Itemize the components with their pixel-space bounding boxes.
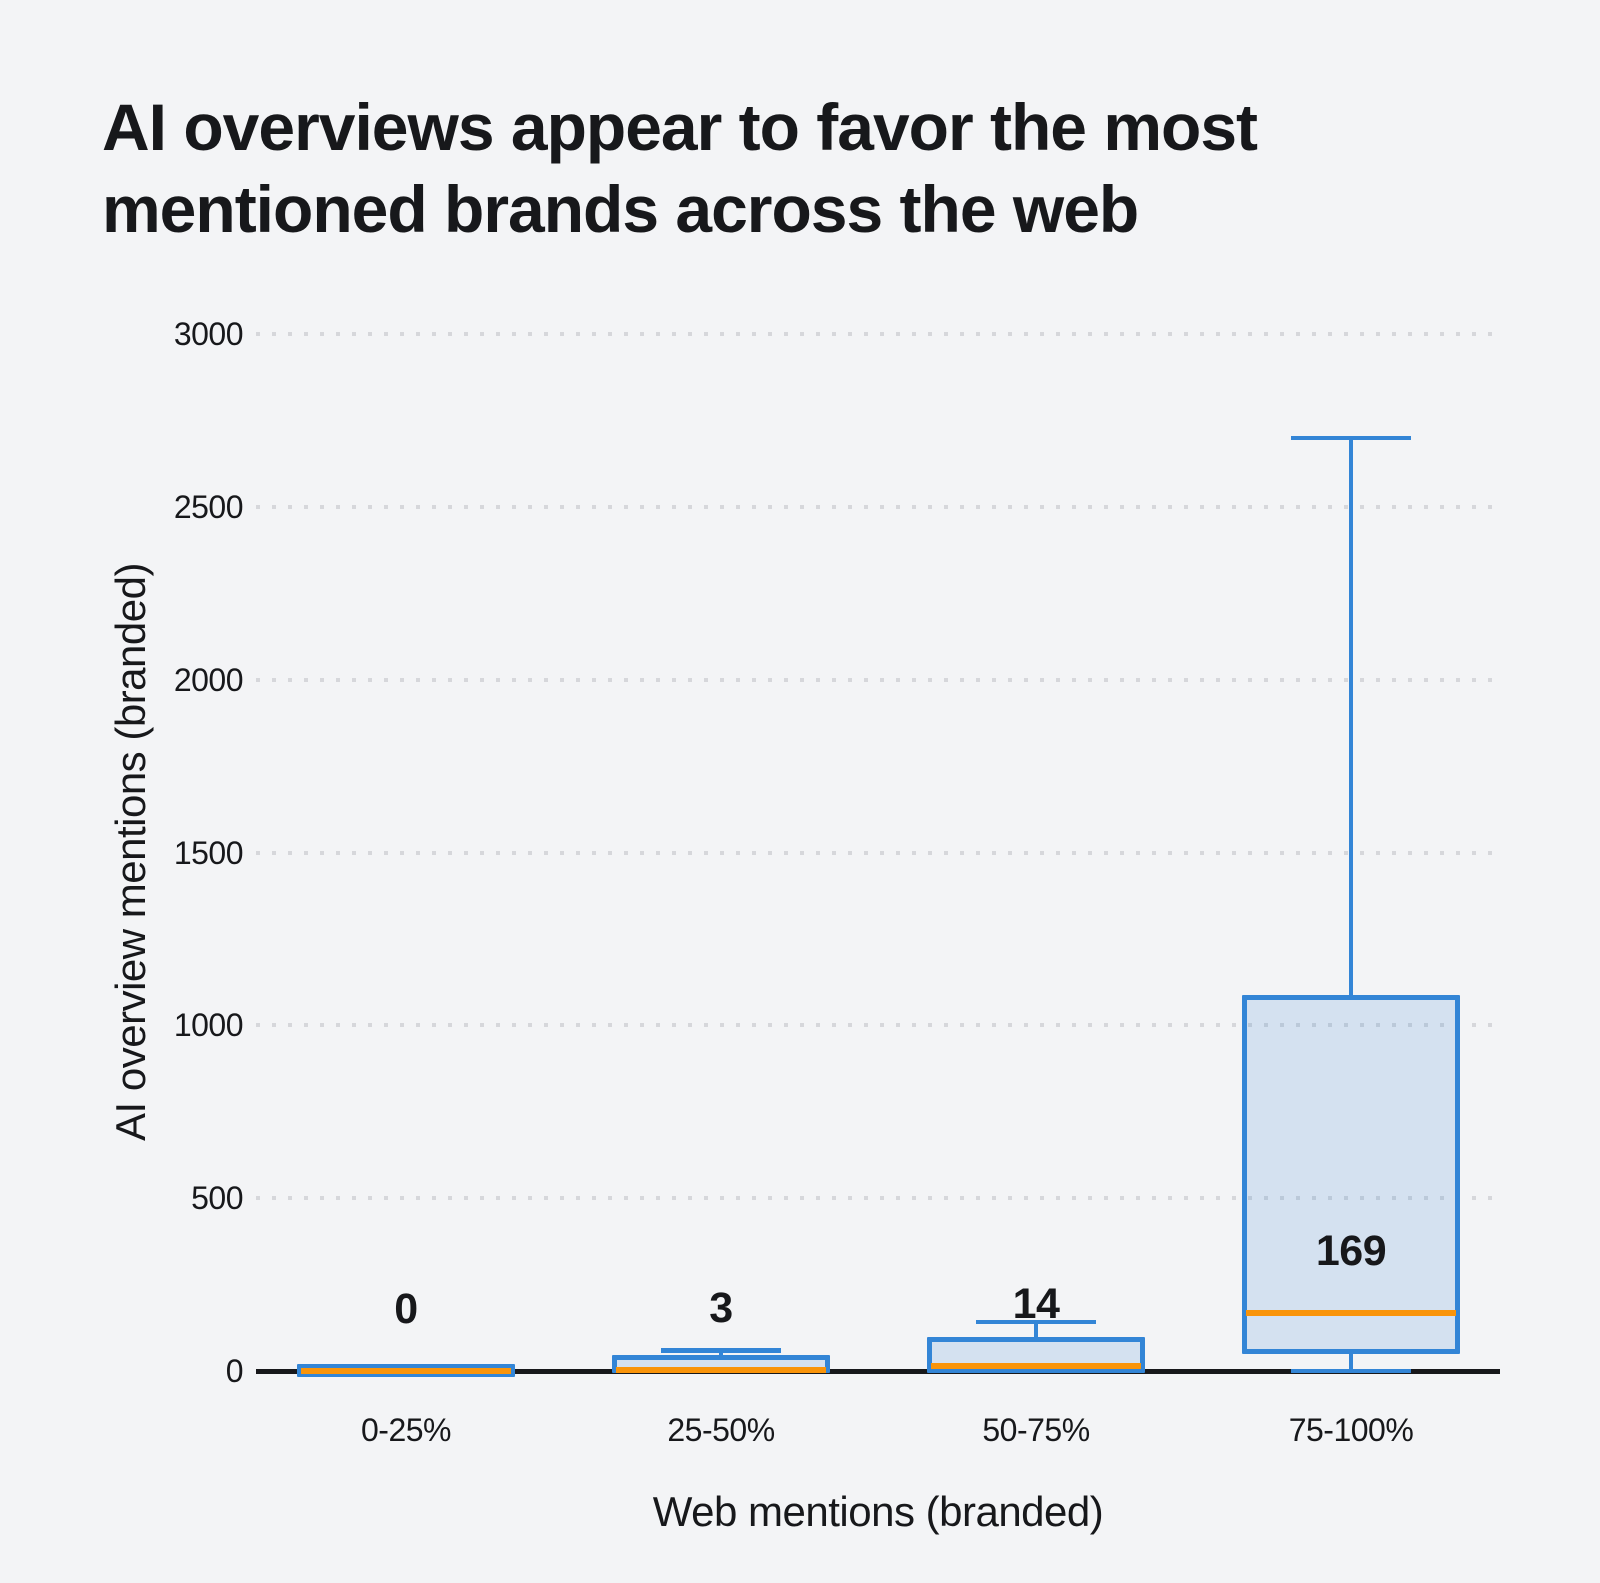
y-tick-label-0: 0 [225,1353,244,1389]
gridline-3000 [256,332,1500,337]
y-tick-label-2000: 2000 [173,661,244,698]
whisker-cap-upper [976,1319,1096,1325]
whisker-line-upper [1348,437,1354,998]
x-tick-label-50-75%: 50-75% [982,1412,1090,1448]
x-tick-label-25-50%: 25-50% [667,1412,775,1448]
whisker-cap-upper [661,1348,781,1353]
median-value-label: 14 [1012,1280,1060,1329]
y-tick-label-1000: 1000 [173,1007,244,1044]
whisker-line-upper [1033,1321,1039,1340]
whisker-cap-lower [1291,1368,1411,1374]
whisker-line-upper [718,1350,724,1358]
median-value-label: 3 [709,1283,733,1332]
median-line [931,1363,1141,1370]
gridline-500 [256,1196,1500,1201]
median-value-label: 169 [1315,1226,1387,1275]
chart-title: AI overviews appear to favor the most me… [102,86,1258,250]
median-line [301,1368,511,1374]
box-75-100% [1242,995,1460,1355]
chart-title-line2: mentioned brands across the web [102,172,1139,246]
median-value-label: 0 [394,1285,418,1333]
x-axis-line [256,1368,1500,1374]
x-axis-title: Web mentions (branded) [652,1488,1104,1535]
gridline-1500 [256,850,1500,855]
whisker-line-lower [1348,1351,1354,1371]
x-tick-label-0-25%: 0-25% [361,1412,452,1448]
y-tick-label-2500: 2500 [173,489,244,525]
gridline-2500 [256,505,1500,509]
median-line [616,1366,826,1373]
x-tick-label-75-100%: 75-100% [1288,1412,1414,1448]
whisker-cap-upper [1291,435,1411,441]
y-tick-label-500: 500 [191,1180,243,1217]
gridline-2000 [256,677,1500,682]
chart-title-line1: AI overviews appear to favor the most [102,90,1258,164]
y-tick-label-1500: 1500 [173,834,244,871]
gridline-1000 [256,1023,1500,1028]
y-tick-label-3000: 3000 [173,316,244,353]
median-line [1246,1309,1456,1316]
